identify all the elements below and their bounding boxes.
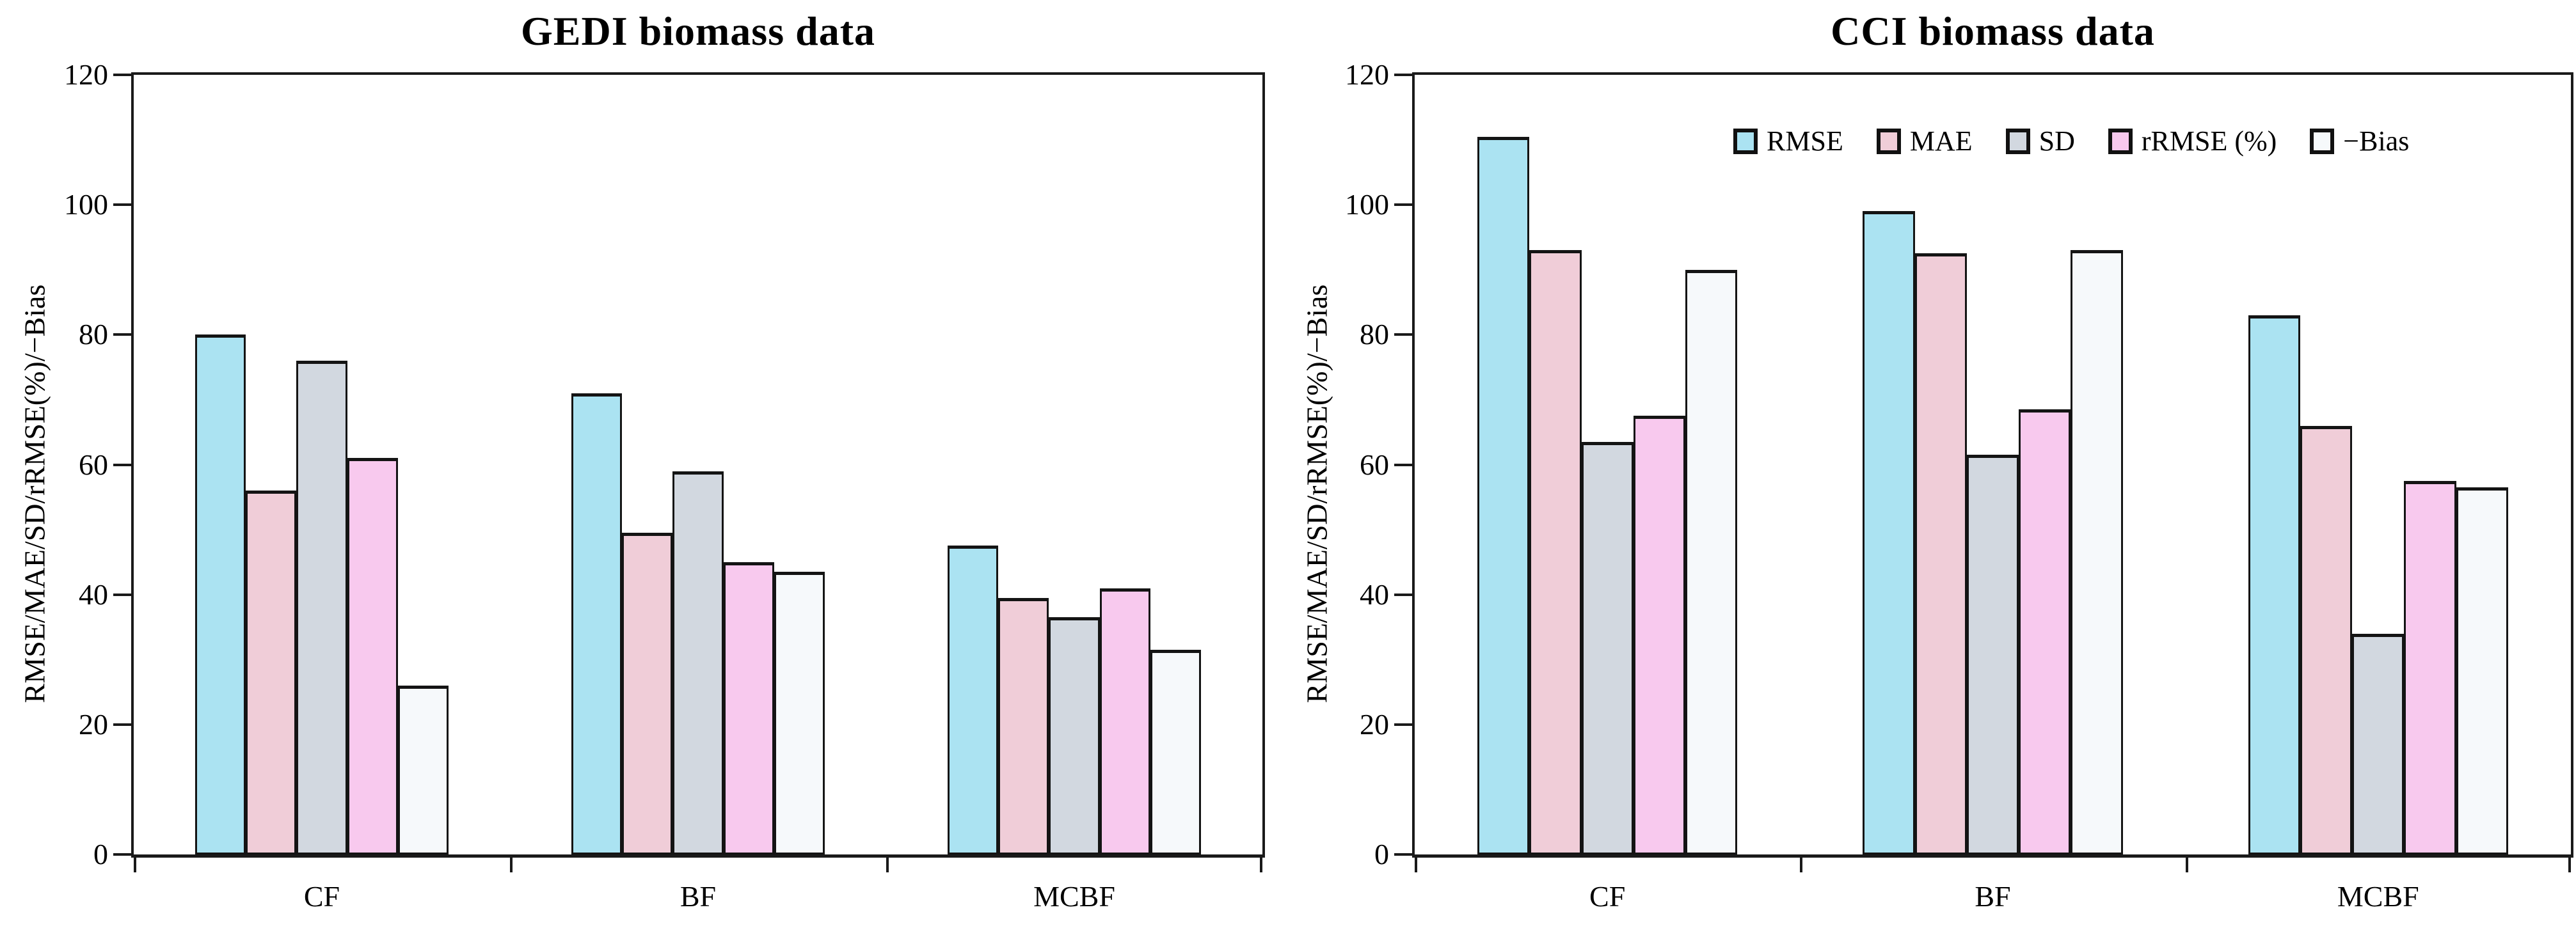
legend-item: rRMSE (%) — [2108, 125, 2277, 157]
x-category-label: BF — [1975, 880, 2011, 913]
legend-label: SD — [2039, 125, 2075, 157]
x-category-label: MCBF — [2337, 880, 2419, 913]
y-axis-tick — [113, 203, 131, 207]
legend-swatch-rrmse — [2108, 128, 2133, 154]
y-axis-tick-label: 20 — [1360, 707, 1389, 741]
y-axis-tick-label: 40 — [1360, 578, 1389, 611]
y-axis-tick — [1394, 463, 1412, 466]
plot-area-gedi: 0 20 40 60 80 100 120 CF BF MCBF — [64, 58, 1265, 913]
y-axis-tick-label: 80 — [1360, 318, 1389, 351]
bar-bias-bf — [2071, 250, 2123, 854]
legend-item: −Bias — [2310, 125, 2409, 157]
bar-rmse-mcbf — [947, 546, 998, 854]
y-axis-tick — [113, 593, 131, 596]
bar-sd-bf — [672, 471, 724, 854]
bar-sd-bf — [1966, 455, 2019, 854]
y-axis-tick — [1394, 723, 1412, 726]
bar-mae-mcbf — [998, 597, 1049, 854]
legend-swatch-rmse — [1733, 128, 1758, 154]
legend-label: rRMSE (%) — [2141, 125, 2277, 157]
y-axis-tick-label: 120 — [1345, 58, 1389, 91]
y-axis-tick-label: 100 — [1345, 188, 1389, 221]
x-axis-tick — [2568, 854, 2571, 872]
y-axis-tick-label: 0 — [1374, 838, 1389, 870]
bar-rrmse-mcbf — [1099, 588, 1151, 854]
x-category-label: MCBF — [1033, 880, 1115, 913]
bar-rrmse-cf — [1633, 416, 1686, 854]
legend-item: MAE — [1876, 125, 1973, 157]
x-axis-tick — [510, 854, 513, 872]
panel-title-cci: CCI biomass data — [1831, 8, 2155, 54]
legend-item: SD — [2005, 125, 2075, 157]
x-axis-tick — [1800, 854, 1803, 872]
bar-sd-cf — [296, 360, 347, 854]
bar-bias-mcbf — [1150, 650, 1202, 854]
bar-bias-mcbf — [2456, 487, 2509, 854]
legend-label: MAE — [1909, 125, 1973, 157]
bar-bias-bf — [774, 572, 825, 854]
plot-area-cci: 0 20 40 60 80 100 120 CF BF MCBF RMSE MAE SD rRMSE (%… — [1345, 58, 2573, 913]
legend: RMSE MAE SD rRMSE (%) −Bias — [1733, 125, 2409, 157]
y-axis-tick — [1394, 593, 1412, 596]
y-axis-tick-label: 60 — [79, 448, 108, 481]
panel-title-gedi: GEDI biomass data — [521, 8, 875, 54]
y-axis-tick — [1394, 853, 1412, 856]
bar-rrmse-bf — [2019, 409, 2071, 854]
x-axis-tick — [1260, 854, 1262, 872]
y-axis-tick — [113, 74, 131, 76]
legend-label: RMSE — [1767, 125, 1843, 157]
bar-sd-mcbf — [2352, 633, 2405, 854]
bar-mae-cf — [245, 491, 297, 854]
x-axis-tick — [134, 854, 136, 872]
legend-swatch-bias — [2310, 128, 2335, 154]
x-axis-tick — [886, 854, 889, 872]
legend-label: −Bias — [2343, 125, 2410, 157]
y-axis-tick — [1394, 333, 1412, 336]
x-category-label: BF — [680, 880, 717, 913]
y-axis-tick-label: 100 — [64, 188, 108, 221]
bar-mae-bf — [621, 533, 673, 854]
y-axis-tick — [1394, 203, 1412, 207]
bar-rmse-cf — [1477, 136, 1530, 854]
y-axis-tick-label: 20 — [79, 707, 108, 741]
bar-mae-mcbf — [2300, 425, 2353, 854]
bar-rrmse-cf — [347, 458, 399, 854]
y-axis-tick — [113, 723, 131, 726]
y-axis-tick-label: 40 — [79, 578, 108, 611]
y-axis-tick-label: 0 — [93, 838, 108, 870]
x-axis-tick — [2185, 854, 2188, 872]
bar-rmse-mcbf — [2248, 315, 2300, 854]
legend-item: RMSE — [1733, 125, 1843, 157]
y-axis-tick — [113, 463, 131, 466]
legend-swatch-mae — [1876, 128, 1901, 154]
x-axis-tick — [1415, 854, 1417, 872]
y-axis-tick-label: 120 — [64, 58, 108, 91]
bar-rrmse-mcbf — [2404, 480, 2456, 854]
y-axis-tick — [1394, 74, 1412, 76]
y-axis-tick-label: 60 — [1360, 448, 1389, 481]
bar-mae-cf — [1529, 250, 1582, 854]
bar-sd-mcbf — [1049, 617, 1100, 854]
bar-sd-cf — [1581, 441, 1634, 854]
bar-bias-cf — [398, 685, 449, 854]
y-axis-tick-label: 80 — [79, 318, 108, 351]
legend-swatch-sd — [2005, 128, 2030, 154]
x-category-label: CF — [1589, 880, 1626, 913]
bar-rmse-bf — [1863, 211, 1915, 854]
bar-rrmse-bf — [723, 562, 775, 854]
bar-rmse-cf — [195, 334, 246, 854]
x-category-label: CF — [303, 880, 340, 913]
bar-mae-bf — [1914, 253, 1967, 854]
y-axis-tick — [113, 333, 131, 336]
bar-bias-cf — [1685, 269, 1738, 854]
bar-rmse-bf — [571, 393, 622, 854]
y-axis-tick — [113, 853, 131, 856]
